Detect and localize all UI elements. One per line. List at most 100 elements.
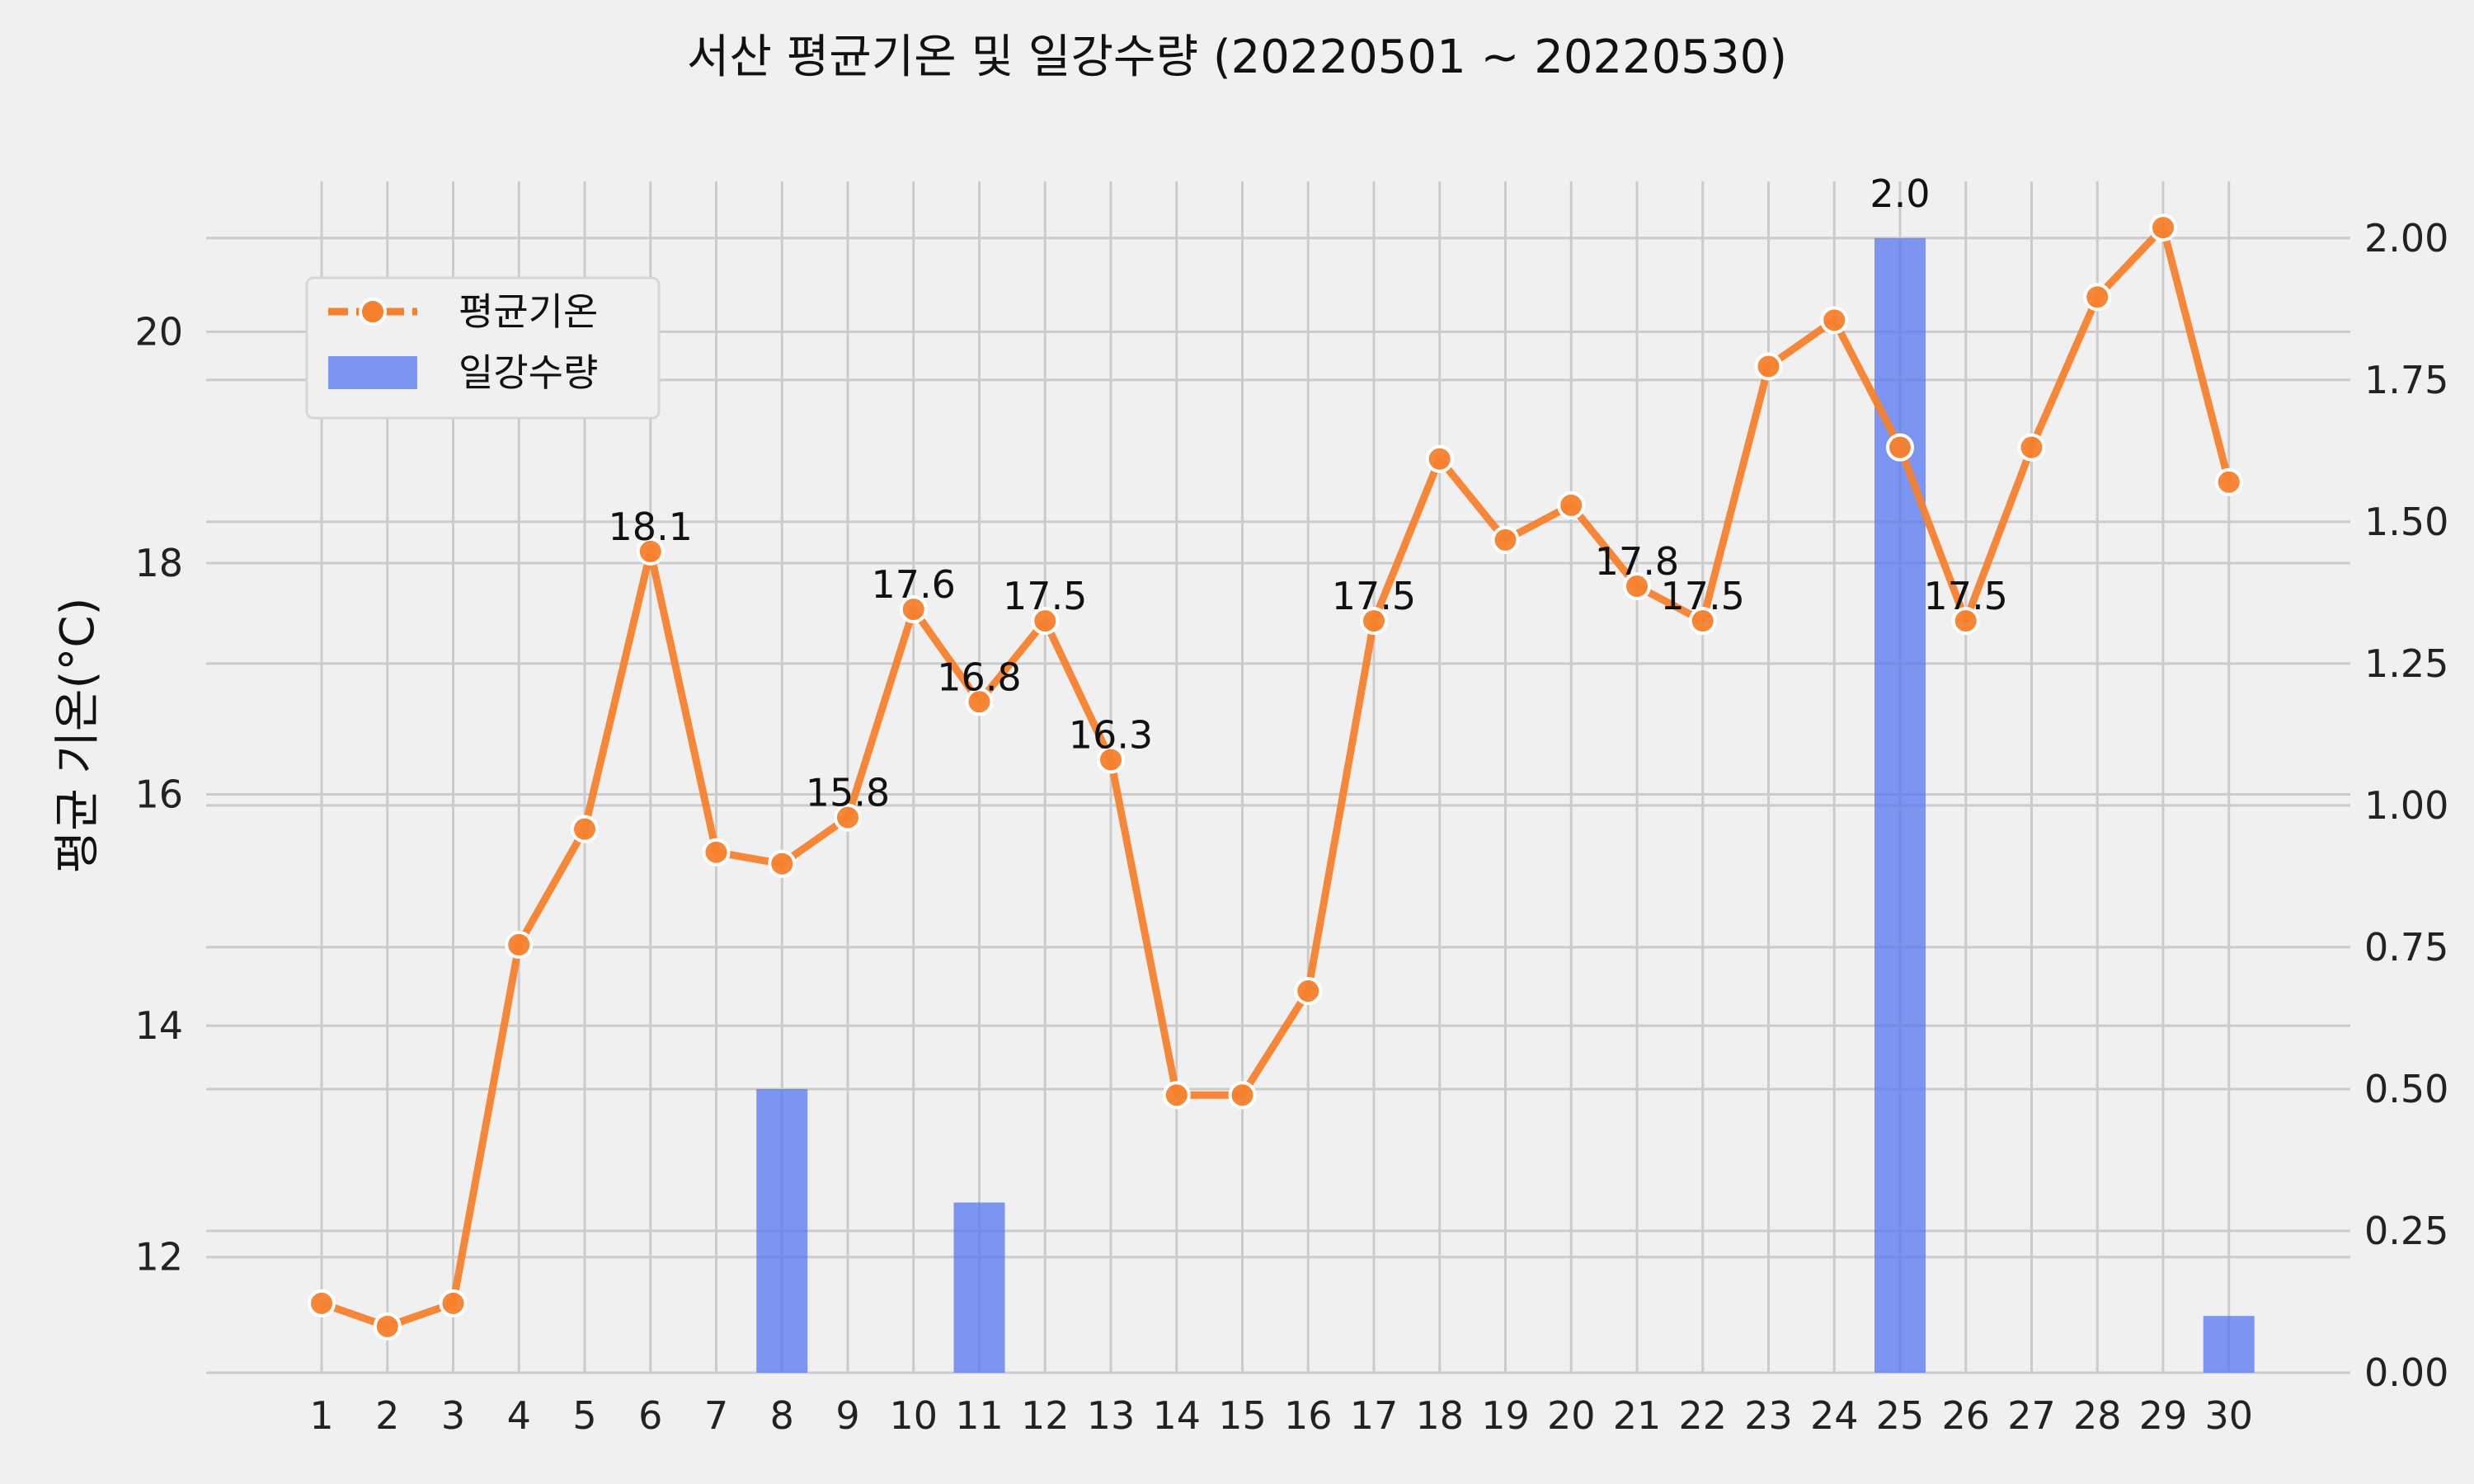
y-left-tick-label: 18 — [134, 541, 183, 585]
x-tick-label: 23 — [1744, 1393, 1793, 1438]
x-tick-label: 3 — [441, 1393, 465, 1438]
data-labels: 18.115.817.616.817.516.317.517.817.5 17.5… — [609, 171, 2008, 815]
point-label-day-21: 17.8 — [1595, 539, 1679, 584]
temp-point-day-19 — [1491, 525, 1520, 554]
temp-point-day-15 — [1228, 1081, 1257, 1110]
temp-point-day-3 — [439, 1289, 468, 1317]
bar-day-11 — [953, 1202, 1005, 1373]
temp-point-day-27 — [2017, 433, 2046, 462]
y-right-tick-label: 2.00 — [2364, 216, 2448, 261]
temp-point-day-18 — [1425, 444, 1454, 473]
legend-marker-swatch — [359, 298, 387, 326]
y-right-tick-label: 0.75 — [2364, 925, 2448, 970]
chart-title: 서산 평균기온 및 일강수량 (20220501 ~ 20220530) — [687, 31, 1787, 84]
bar-day-8 — [756, 1088, 808, 1373]
bar-day-25 — [1874, 237, 1926, 1373]
temp-point-day-23 — [1754, 352, 1783, 381]
x-tick-label: 8 — [770, 1393, 794, 1438]
x-tick-label: 18 — [1415, 1393, 1464, 1438]
temp-point-day-1 — [308, 1289, 336, 1317]
temp-point-day-28 — [2083, 283, 2112, 312]
temp-point-day-2 — [373, 1312, 402, 1341]
x-tick-label: 28 — [2073, 1393, 2122, 1438]
temp-point-day-9 — [834, 803, 862, 832]
x-tick-label: 25 — [1876, 1393, 1925, 1438]
temperature-series-line — [320, 223, 2233, 1331]
x-tick-label: 27 — [2007, 1393, 2056, 1438]
temp-point-day-24 — [1820, 306, 1849, 335]
temp-point-day-5 — [571, 815, 599, 843]
temp-point-day-16 — [1294, 977, 1323, 1006]
x-tick-label: 1 — [309, 1393, 333, 1438]
point-label-day-11: 16.8 — [937, 655, 1021, 699]
x-tick-label: 29 — [2139, 1393, 2188, 1438]
x-tick-label: 4 — [507, 1393, 531, 1438]
x-tick-label: 19 — [1481, 1393, 1530, 1438]
bar-day-30 — [2203, 1316, 2255, 1373]
point-label-day-17: 17.5 — [1332, 574, 1416, 618]
temp-point-day-29 — [2149, 214, 2177, 242]
x-tick-label: 12 — [1021, 1393, 1070, 1438]
y-left-tick-label: 20 — [134, 309, 183, 354]
temp-point-day-17 — [1360, 607, 1388, 636]
x-tick-label: 6 — [638, 1393, 662, 1438]
x-tick-label: 15 — [1218, 1393, 1267, 1438]
x-tick-label: 24 — [1810, 1393, 1859, 1438]
temperature-line — [320, 223, 2233, 1331]
temp-point-day-22 — [1688, 607, 1717, 636]
axes: 1 2 3 4 5 6 7 8 9 10 11 12 13 14 15 16 17 18 19 20 21 22 23 24 2… — [134, 216, 2448, 1438]
y-right-tick-label: 0.25 — [2364, 1209, 2448, 1253]
bar-label-day-25: 2.0 — [1870, 171, 1930, 216]
x-tick-label: 10 — [889, 1393, 938, 1438]
temp-point-day-25 — [1886, 433, 1914, 462]
legend-label-precipitation: 일강수량 — [459, 350, 598, 395]
x-tick-label: 16 — [1284, 1393, 1333, 1438]
temp-point-day-26 — [1951, 607, 1980, 636]
y-axis-left-label: 평균 기온(°C) — [51, 598, 105, 874]
x-tick-label: 7 — [704, 1393, 728, 1438]
legend-bar-swatch — [328, 356, 417, 389]
x-tick-label: 9 — [835, 1393, 859, 1438]
y-right-tick-label: 1.25 — [2364, 641, 2448, 686]
point-label-day-26: 17.5 — [1924, 574, 2008, 618]
temp-point-day-8 — [768, 849, 797, 878]
x-tick-label: 13 — [1087, 1393, 1136, 1438]
y-left-tick-label: 14 — [134, 1003, 183, 1048]
temp-point-day-30 — [2214, 467, 2243, 496]
point-label-day-22: 17.5 — [1661, 574, 1745, 618]
y-right-tick-label: 0.00 — [2364, 1350, 2448, 1395]
x-tick-label: 22 — [1678, 1393, 1727, 1438]
temp-point-day-10 — [899, 595, 928, 624]
x-tick-label: 26 — [1941, 1393, 1990, 1438]
x-tick-label: 5 — [572, 1393, 596, 1438]
temp-point-day-21 — [1623, 572, 1651, 601]
temp-point-day-13 — [1097, 745, 1125, 774]
point-label-day-9: 15.8 — [806, 771, 890, 815]
temperature-markers — [308, 214, 2243, 1341]
temp-point-day-6 — [636, 537, 665, 566]
y-left-tick-label: 16 — [134, 773, 183, 817]
x-tick-label: 14 — [1152, 1393, 1201, 1438]
y-right-tick-label: 0.50 — [2364, 1067, 2448, 1111]
temp-point-day-4 — [505, 930, 534, 959]
legend-label-temperature: 평균기온 — [459, 289, 598, 334]
temp-point-day-7 — [702, 838, 731, 866]
point-label-day-13: 16.3 — [1069, 712, 1153, 757]
y-left-tick-label: 12 — [134, 1235, 183, 1280]
y-right-tick-label: 1.50 — [2364, 500, 2448, 544]
x-tick-label: 20 — [1547, 1393, 1596, 1438]
precipitation-bars — [756, 237, 2255, 1373]
x-tick-label: 11 — [955, 1393, 1004, 1438]
point-label-day-10: 17.6 — [872, 562, 956, 607]
y-right-tick-label: 1.75 — [2364, 358, 2448, 402]
temp-point-day-12 — [1031, 607, 1060, 636]
point-label-day-6: 18.1 — [609, 505, 693, 549]
temp-point-day-14 — [1162, 1081, 1191, 1110]
temp-point-day-11 — [965, 688, 994, 716]
x-tick-label: 30 — [2204, 1393, 2253, 1438]
x-tick-label: 2 — [375, 1393, 399, 1438]
point-label-day-12: 17.5 — [1003, 574, 1087, 618]
temp-point-day-20 — [1557, 491, 1586, 519]
